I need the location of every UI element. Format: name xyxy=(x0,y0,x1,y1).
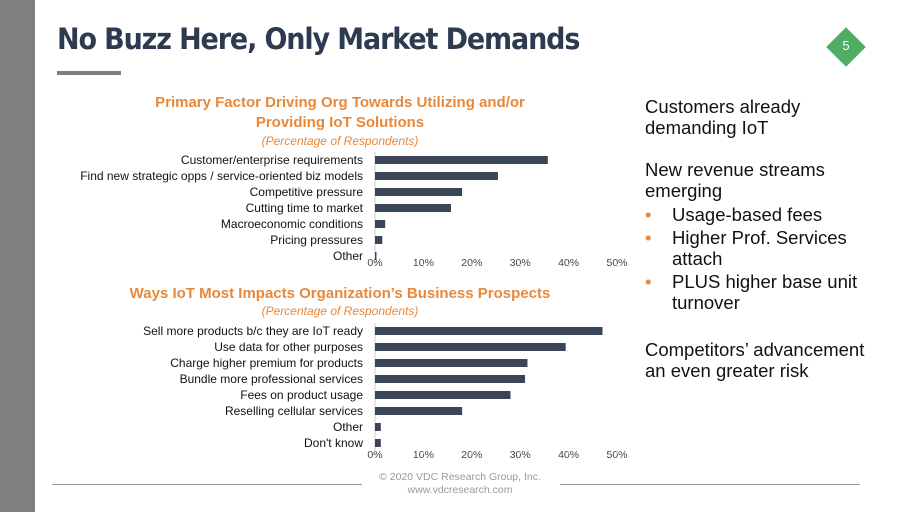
x-tick-label: 10% xyxy=(413,449,434,461)
bullet-item: • Usage-based fees xyxy=(645,204,823,225)
category-label: Customer/enterprise requirements xyxy=(181,153,363,167)
bar xyxy=(375,204,451,212)
page-number: 5 xyxy=(842,38,850,53)
chart-title: Providing IoT Solutions xyxy=(256,114,424,131)
bar xyxy=(375,423,381,431)
chart-subtitle: (Percentage of Respondents) xyxy=(262,304,419,318)
footer-line-right xyxy=(560,484,860,485)
bullet-icon: • xyxy=(645,271,652,292)
revenue-bullets: • Usage-based fees • Higher Prof. Services… xyxy=(645,204,902,313)
category-label: Competitive pressure xyxy=(250,185,364,199)
chart-iot-impacts: Ways IoT Most Impacts Organization’s Bus… xyxy=(130,285,628,461)
x-tick-label: 20% xyxy=(461,257,482,269)
x-tick-label: 0% xyxy=(367,257,382,269)
bullet-item: • Higher Prof. Services attach xyxy=(645,227,847,269)
bullet-icon: • xyxy=(645,204,652,225)
x-tick-label: 10% xyxy=(413,257,434,269)
category-label: Macroeconomic conditions xyxy=(221,217,363,231)
slide-sidebar-bar xyxy=(0,0,35,512)
x-tick-label: 40% xyxy=(558,257,579,269)
bar xyxy=(375,407,463,415)
category-label: Find new strategic opps / service-orient… xyxy=(80,169,363,183)
bullet-item: • PLUS higher base unit turnover xyxy=(645,271,858,313)
bar xyxy=(375,343,566,351)
x-tick-label: 0% xyxy=(367,449,382,461)
x-tick-label: 30% xyxy=(510,449,531,461)
bar xyxy=(375,172,498,180)
category-label: Don't know xyxy=(304,436,363,450)
chart-title: Ways IoT Most Impacts Organization’s Bus… xyxy=(130,285,551,302)
bar xyxy=(375,236,383,244)
point-customers: Customers already demanding IoT xyxy=(645,96,801,138)
footer-copyright: © 2020 VDC Research Group, Inc. www.vdcr… xyxy=(360,471,560,497)
chart-subtitle: (Percentage of Respondents) xyxy=(262,134,419,148)
chart-primary-factor: Primary Factor Driving Org Towards Utili… xyxy=(80,94,627,269)
bar xyxy=(375,375,526,383)
bar xyxy=(375,252,377,260)
x-tick-label: 50% xyxy=(606,257,627,269)
title-underline xyxy=(57,71,121,75)
slide-title: No Buzz Here, Only Market Demands xyxy=(57,22,580,56)
copyright-text: © 2020 VDC Research Group, Inc. xyxy=(379,471,541,483)
category-label: Other xyxy=(333,420,363,434)
x-tick-label: 40% xyxy=(558,449,579,461)
category-label: Other xyxy=(333,249,363,263)
bar xyxy=(375,220,386,228)
footer-line-left xyxy=(52,484,362,485)
website-text: www.vdcresearch.com xyxy=(407,484,513,496)
bar xyxy=(375,327,603,335)
bar xyxy=(375,359,528,367)
right-panel: Customers already demanding IoT New reve… xyxy=(645,96,902,402)
bar xyxy=(375,156,548,164)
x-tick-label: 30% xyxy=(510,257,531,269)
chart-title: Primary Factor Driving Org Towards Utili… xyxy=(155,94,525,111)
category-label: Fees on product usage xyxy=(240,388,363,402)
category-label: Cutting time to market xyxy=(246,201,364,215)
bar xyxy=(375,188,463,196)
bar xyxy=(375,439,381,447)
bullet-icon: • xyxy=(645,227,652,248)
category-label: Use data for other purposes xyxy=(214,340,363,354)
category-label: Bundle more professional services xyxy=(180,372,363,386)
category-label: Charge higher premium for products xyxy=(170,356,363,370)
bar xyxy=(375,391,511,399)
x-tick-label: 50% xyxy=(606,449,627,461)
category-label: Reselling cellular services xyxy=(225,404,363,418)
category-label: Sell more products b/c they are IoT read… xyxy=(143,324,363,338)
x-tick-label: 20% xyxy=(461,449,482,461)
category-label: Pricing pressures xyxy=(270,233,363,247)
point-revenue: New revenue streams emerging xyxy=(645,159,825,201)
point-competitors: Competitors’ advancement an even greater… xyxy=(645,339,865,381)
